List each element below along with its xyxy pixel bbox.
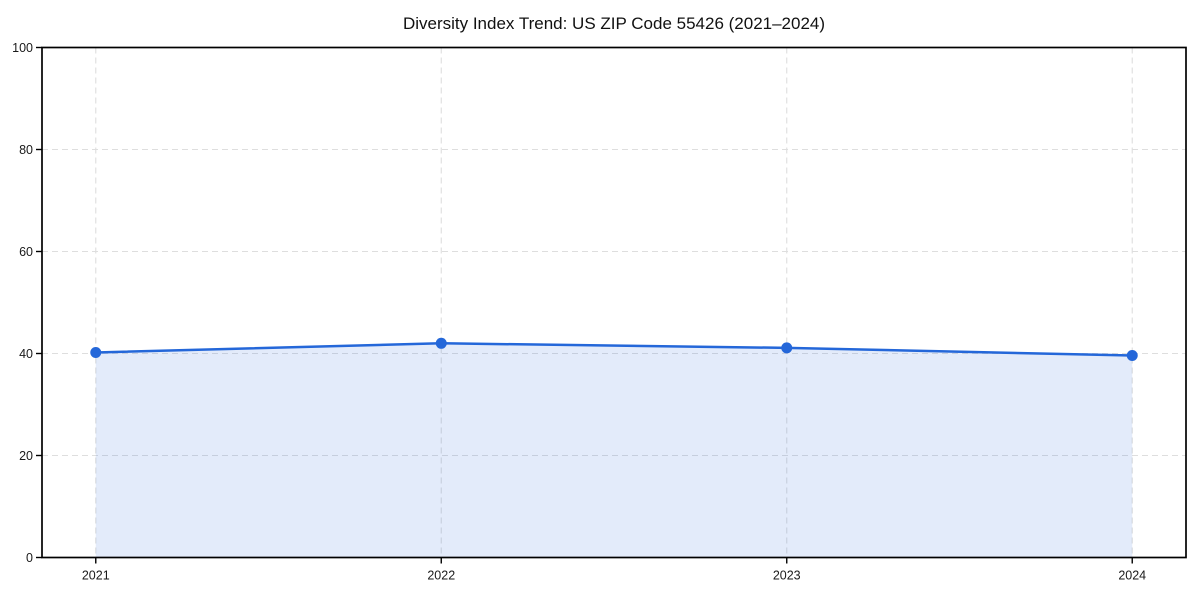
trend-line [94, 342, 1134, 357]
chart-title: Diversity Index Trend: US ZIP Code 55426… [402, 14, 826, 33]
area-fill [95, 343, 1133, 558]
data-point-marker [781, 342, 793, 354]
plot-border [41, 46, 1187, 559]
y-axis-tick-label: 100 [12, 41, 33, 55]
x-axis-tick-label: 2021 [82, 569, 110, 583]
data-point-marker [90, 346, 102, 358]
y-axis-tick-label: 0 [26, 551, 33, 565]
data-point-marker [435, 337, 447, 349]
x-axis-tick-label: 2024 [1118, 569, 1146, 583]
x-axis-tick-label: 2023 [773, 569, 801, 583]
data-point-marker [1126, 350, 1138, 362]
x-axis-tick-label: 2022 [427, 569, 455, 583]
y-axis-tick-label: 60 [19, 245, 33, 259]
y-axis-tick-label: 40 [19, 347, 33, 361]
y-axis-tick-label: 80 [19, 143, 33, 157]
y-axis-tick-label: 20 [19, 449, 33, 463]
